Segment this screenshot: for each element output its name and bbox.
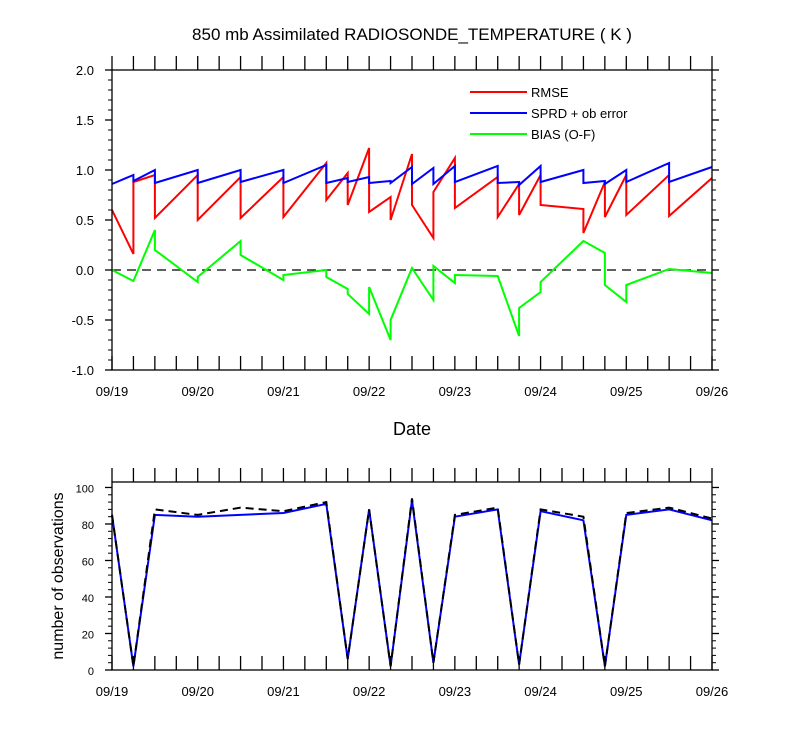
top-y-tick-label: -0.5 — [72, 313, 94, 328]
bottom-x-tick-label: 09/20 — [181, 684, 214, 699]
legend-label: RMSE — [531, 85, 569, 100]
chart-title: 850 mb Assimilated RADIOSONDE_TEMPERATUR… — [192, 25, 632, 44]
top-x-tick-label: 09/21 — [267, 384, 300, 399]
top-y-tick-label: 1.5 — [76, 113, 94, 128]
top-x-tick-label: 09/24 — [524, 384, 557, 399]
bottom-x-tick-label: 09/25 — [610, 684, 643, 699]
bottom-y-tick-label: 60 — [82, 556, 94, 568]
bottom-y-tick-label: 20 — [82, 629, 94, 641]
y-axis-title: number of observations — [50, 492, 67, 659]
bottom-tick-marks — [105, 468, 719, 671]
top-y-tick-label: 0.0 — [76, 263, 94, 278]
top-y-tick-label: 2.0 — [76, 63, 94, 78]
top-series-line-sprd-ob-error — [111, 161, 713, 188]
legend-label: SPRD + ob error — [531, 106, 628, 121]
top-y-tick-label: 1.0 — [76, 163, 94, 178]
top-x-tick-labels: 09/19 09/20 09/21 09/22 09/23 09/24 09/25 09/26 — [96, 384, 729, 399]
bottom-series-line-observations-used — [111, 500, 713, 667]
top-x-tick-label: 09/23 — [439, 384, 472, 399]
top-plot-frame — [111, 69, 713, 371]
top-series-group — [111, 147, 713, 341]
bottom-x-tick-label: 09/22 — [353, 684, 386, 699]
bottom-y-tick-labels: 0 20 40 60 80 100 — [76, 483, 94, 678]
bottom-y-tick-label: 0 — [88, 666, 94, 678]
top-y-tick-labels: -1.0 -0.5 0.0 0.5 1.0 1.5 2.0 — [72, 63, 94, 378]
x-axis-title: Date — [393, 419, 431, 439]
legend-label: BIAS (O-F) — [531, 127, 595, 142]
top-series-line-rmse — [111, 147, 713, 255]
top-x-tick-label: 09/20 — [181, 384, 214, 399]
bottom-series-line-observations-available — [111, 498, 713, 667]
top-y-tick-label: 0.5 — [76, 213, 94, 228]
bottom-y-tick-label: 80 — [82, 520, 94, 532]
top-tick-marks — [105, 56, 719, 371]
bottom-y-tick-label: 100 — [76, 483, 94, 495]
bottom-x-tick-label: 09/19 — [96, 684, 129, 699]
bottom-x-tick-label: 09/21 — [267, 684, 300, 699]
bottom-x-tick-label: 09/24 — [524, 684, 557, 699]
top-x-tick-label: 09/25 — [610, 384, 643, 399]
bottom-x-tick-label: 09/23 — [439, 684, 472, 699]
top-series-line-bias-o-f — [111, 229, 713, 341]
top-x-tick-label: 09/22 — [353, 384, 386, 399]
bottom-x-tick-label: 09/26 — [696, 684, 729, 699]
bottom-series-group — [111, 498, 713, 667]
top-y-tick-label: -1.0 — [72, 363, 94, 378]
bottom-plot-frame — [111, 481, 713, 671]
top-x-tick-label: 09/26 — [696, 384, 729, 399]
top-panel: 850 mb Assimilated RADIOSONDE_TEMPERATUR… — [72, 25, 729, 439]
bottom-x-tick-labels: 09/19 09/20 09/21 09/22 09/23 09/24 09/25 09/26 — [96, 684, 729, 699]
top-x-tick-label: 09/19 — [96, 384, 129, 399]
bottom-y-tick-label: 40 — [82, 593, 94, 605]
legend: RMSE SPRD + ob error BIAS (O-F) — [470, 85, 628, 142]
